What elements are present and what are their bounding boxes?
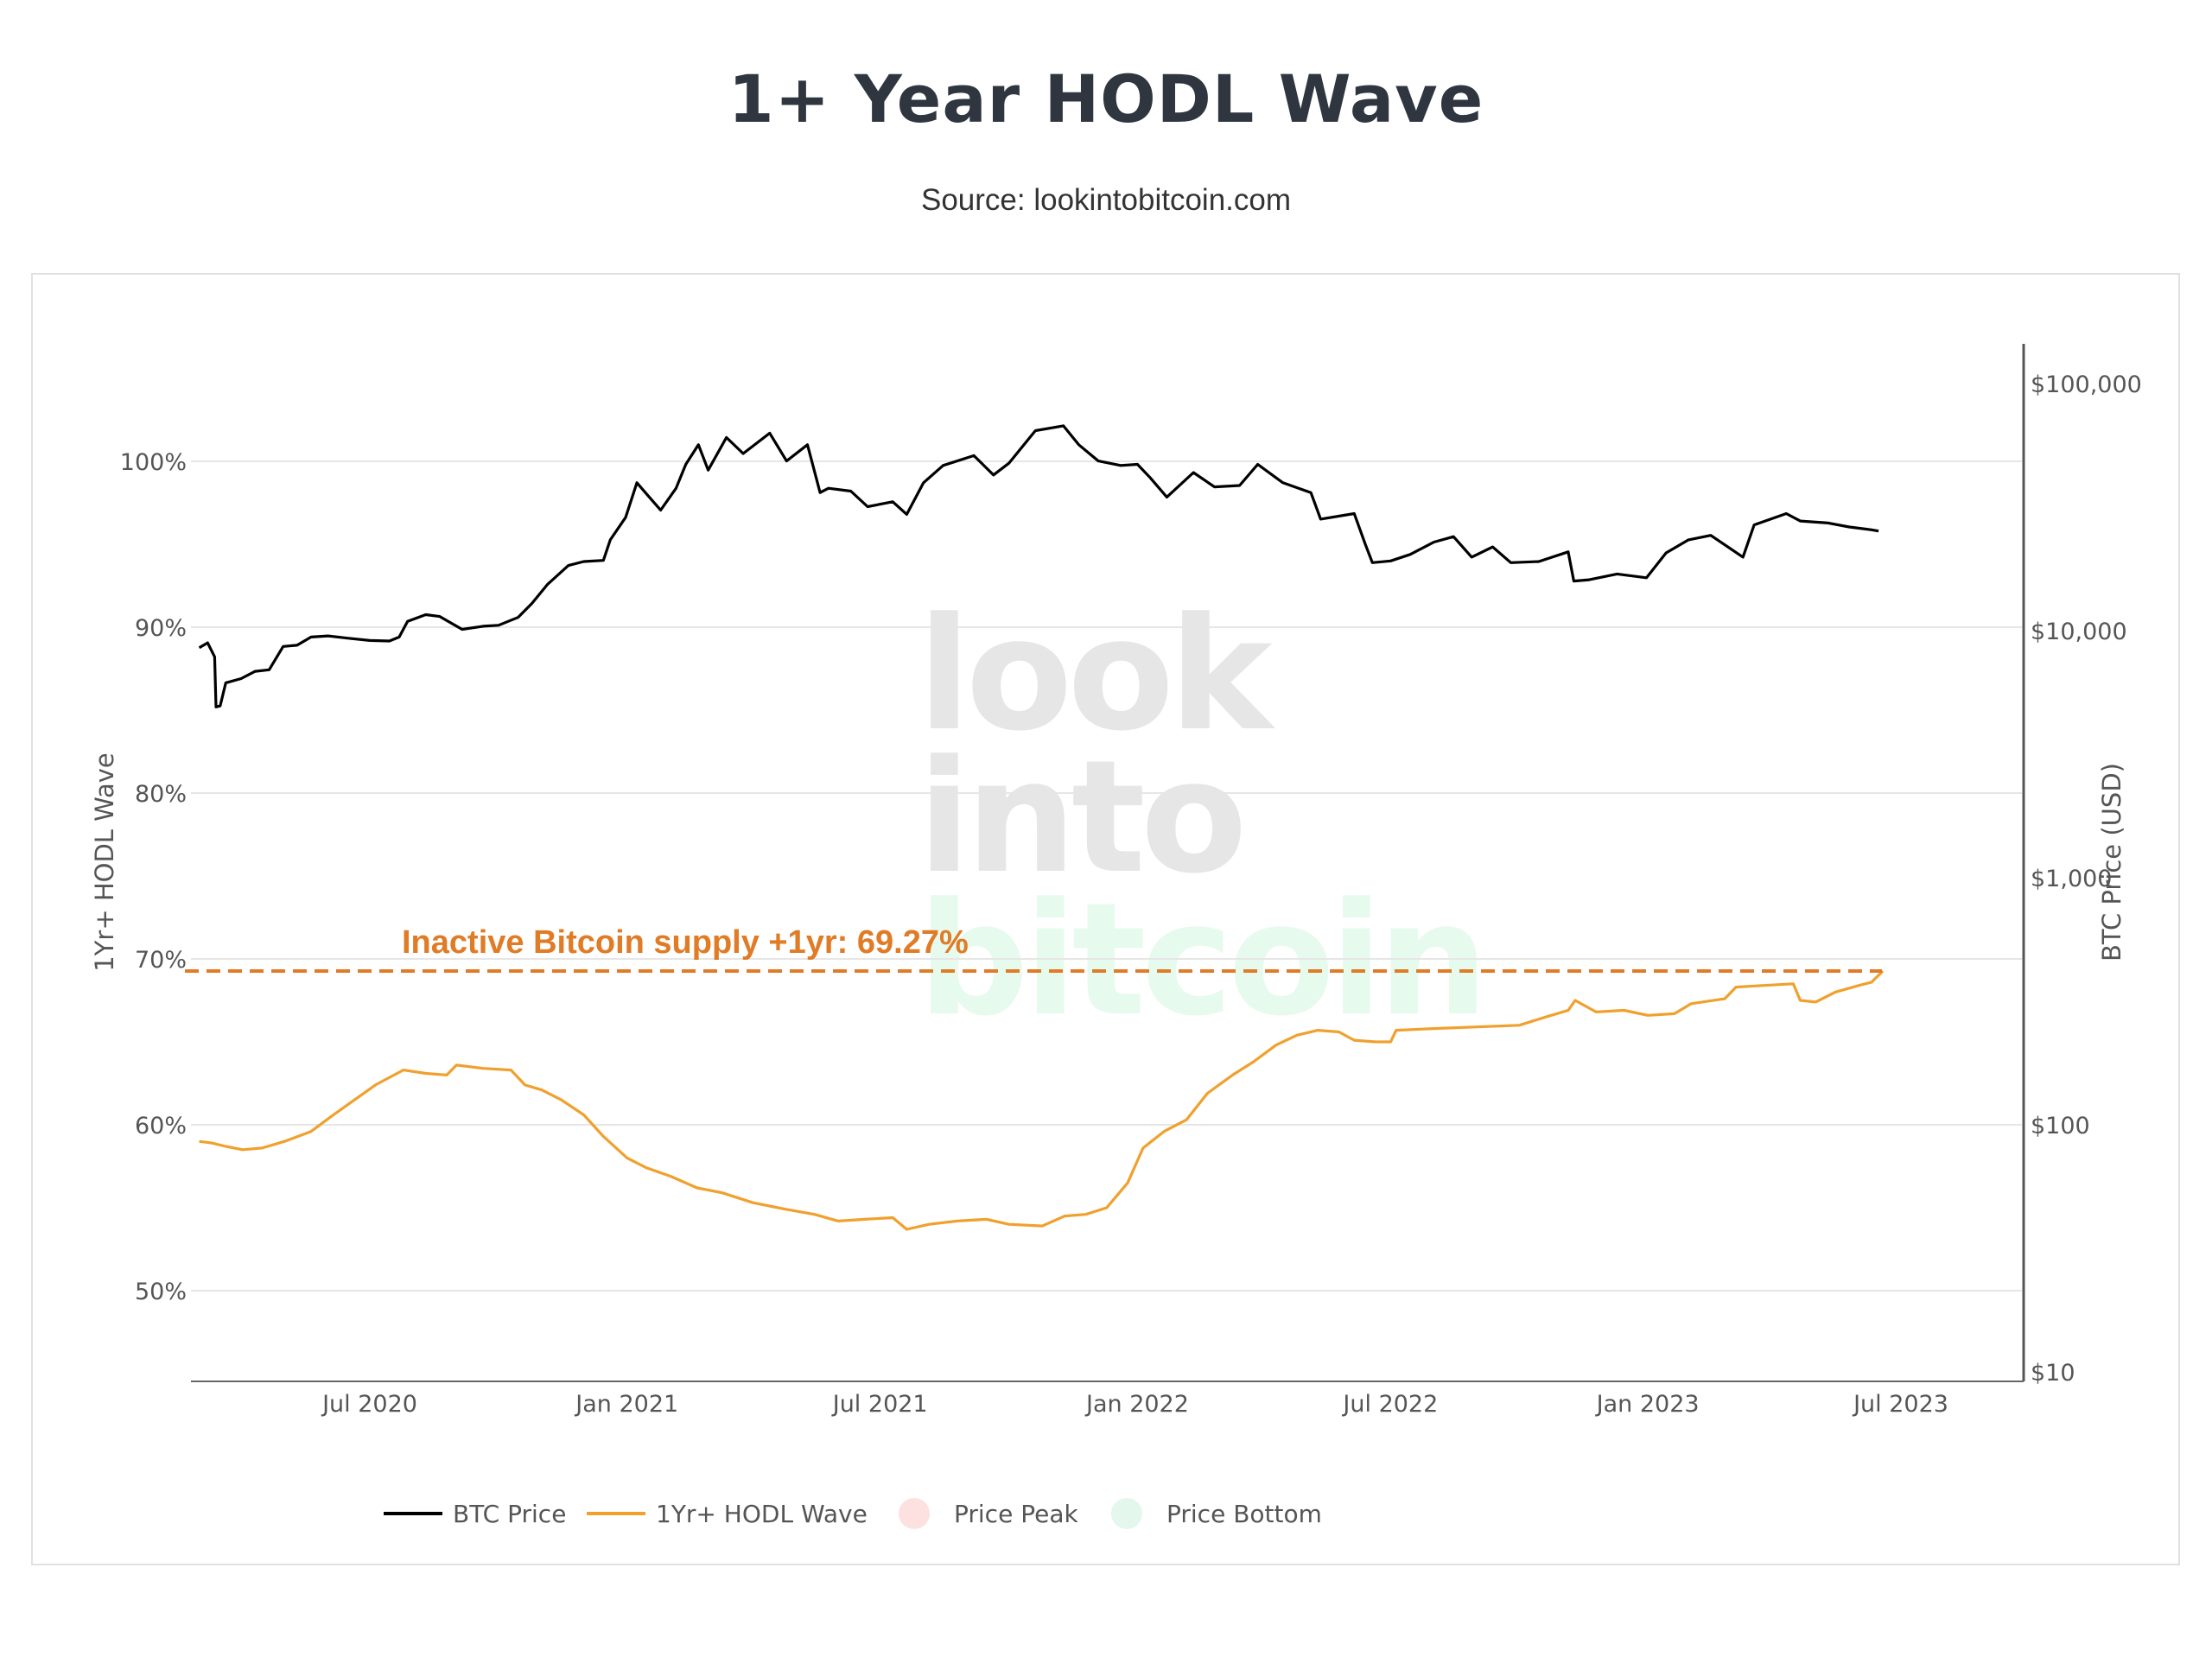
watermark-line-bitcoin: bitcoin <box>918 870 1484 1050</box>
legend-label: Price Bottom <box>1166 1500 1322 1528</box>
x-tick-label: Jul 2022 <box>1341 1391 1438 1418</box>
watermark-line-look: look <box>918 585 1276 765</box>
left-tick-label: 90% <box>135 615 187 642</box>
legend-label: Price Peak <box>954 1500 1078 1528</box>
right-tick-label: $1,000 <box>2031 866 2112 892</box>
legend-swatch-dot <box>899 1498 930 1529</box>
left-tick-label: 50% <box>135 1279 187 1305</box>
x-tick-label: Jan 2022 <box>1084 1391 1189 1418</box>
btc-price-line <box>198 424 1879 708</box>
hodl-wave-line <box>199 969 1885 1231</box>
x-tick-label: Jan 2021 <box>574 1391 678 1418</box>
chart-frame <box>31 273 2180 1565</box>
page-title: 1+ Year HODL Wave <box>728 60 1484 137</box>
left-tick-label: 60% <box>135 1113 187 1139</box>
page-subtitle: Source: lookintobitcoin.com <box>921 183 1291 217</box>
left-axis-title: 1Yr+ HODL Wave <box>90 752 119 972</box>
watermark-line-into: into <box>918 727 1243 908</box>
series <box>198 424 1885 1231</box>
right-tick-label: $100 <box>2031 1113 2090 1139</box>
x-tick-label: Jul 2023 <box>1852 1391 1948 1418</box>
annotation-label: Inactive Bitcoin supply +1yr: 69.27% <box>402 924 969 961</box>
watermark: look into bitcoin <box>918 585 1489 1050</box>
x-tick-label: Jul 2021 <box>831 1391 928 1418</box>
right-tick-label: $10,000 <box>2031 619 2127 645</box>
legend-label: 1Yr+ HODL Wave <box>656 1500 868 1528</box>
right-axis-title: BTC Price (USD) <box>2097 763 2126 962</box>
x-tick-label: Jul 2020 <box>321 1391 417 1418</box>
x-tick-label: Jan 2023 <box>1595 1391 1700 1418</box>
legend: BTC Price 1Yr+ HODL Wave Price Peak Price B… <box>384 1498 1322 1529</box>
right-tick-label: $10 <box>2031 1360 2075 1387</box>
left-tick-label: 100% <box>120 449 187 476</box>
axes: 50% 60% 70% 80% 90% 100% 1Yr+ HODL Wave $10 $100… <box>90 344 2142 1418</box>
legend-label: BTC Price <box>453 1500 566 1528</box>
right-tick-label: $100,000 <box>2031 371 2142 398</box>
annotation: Inactive Bitcoin supply +1yr: 69.27% <box>185 924 1882 974</box>
left-tick-label: 80% <box>135 781 187 808</box>
legend-swatch-dot <box>1111 1498 1142 1529</box>
left-tick-label: 70% <box>135 947 187 974</box>
